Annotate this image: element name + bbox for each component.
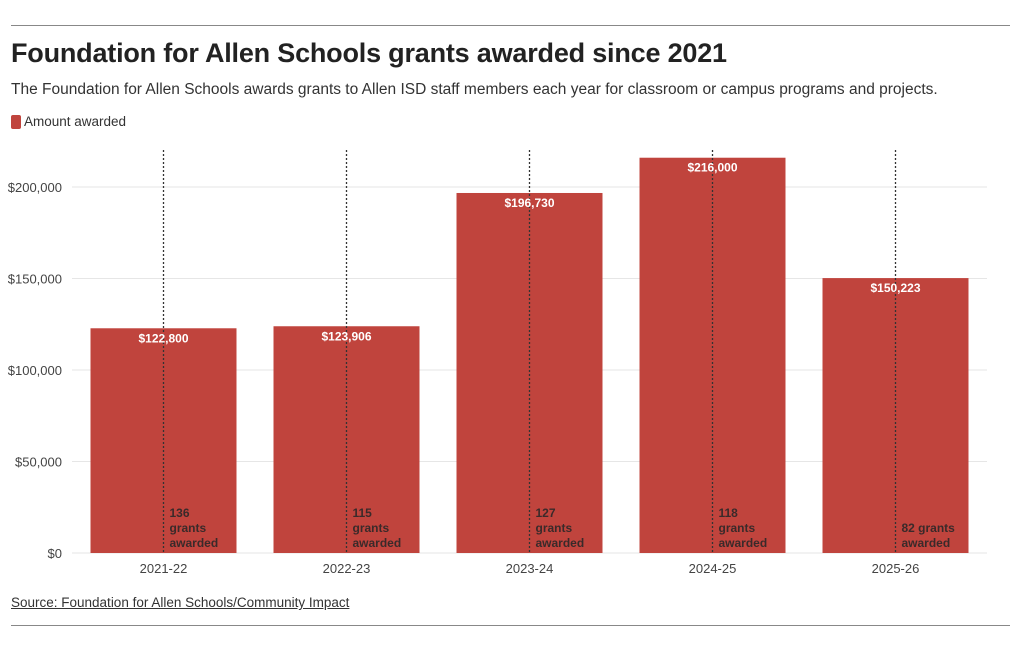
grants-annotation: awarded [170,536,219,550]
grants-annotation: grants [536,521,573,535]
grants-annotation: grants [353,521,390,535]
grants-annotation: awarded [719,536,768,550]
grants-annotation: 136 [170,506,190,520]
grants-annotation: awarded [353,536,402,550]
chart-title: Foundation for Allen Schools grants awar… [11,38,727,68]
source-link[interactable]: Source: Foundation for Allen Schools/Com… [11,595,350,610]
x-tick-label: 2023-24 [506,561,554,576]
bar [456,192,603,553]
grants-annotation: 115 [353,506,373,520]
x-tick-label: 2024-25 [689,561,737,576]
x-tick-label: 2021-22 [140,561,188,576]
grants-annotation: awarded [902,536,951,550]
legend: Amount awarded [11,114,126,129]
bar-value-label: $123,906 [321,329,371,343]
grants-annotation: grants [719,521,756,535]
bar-value-label: $216,000 [687,161,737,175]
x-tick-label: 2025-26 [872,561,920,576]
bottom-rule [11,625,1010,626]
bar-value-label: $150,223 [870,281,920,295]
bar-value-label: $196,730 [504,196,554,210]
grants-annotation: awarded [536,536,585,550]
bar-value-label: $122,800 [138,331,188,345]
x-tick-label: 2022-23 [323,561,371,576]
grants-annotation: grants [170,521,207,535]
grants-annotation: 82 grants [902,521,956,535]
y-tick-label: $200,000 [8,180,62,195]
y-tick-label: $50,000 [15,455,62,470]
y-tick-label: $100,000 [8,363,62,378]
grants-annotation: 118 [719,506,739,520]
legend-swatch [11,114,21,129]
y-tick-label: $0 [48,546,62,561]
legend-label: Amount awarded [24,114,127,129]
top-rule [11,25,1010,26]
y-tick-label: $150,000 [8,272,62,287]
chart-subtitle: The Foundation for Allen Schools awards … [11,81,938,98]
grants-annotation: 127 [536,506,556,520]
